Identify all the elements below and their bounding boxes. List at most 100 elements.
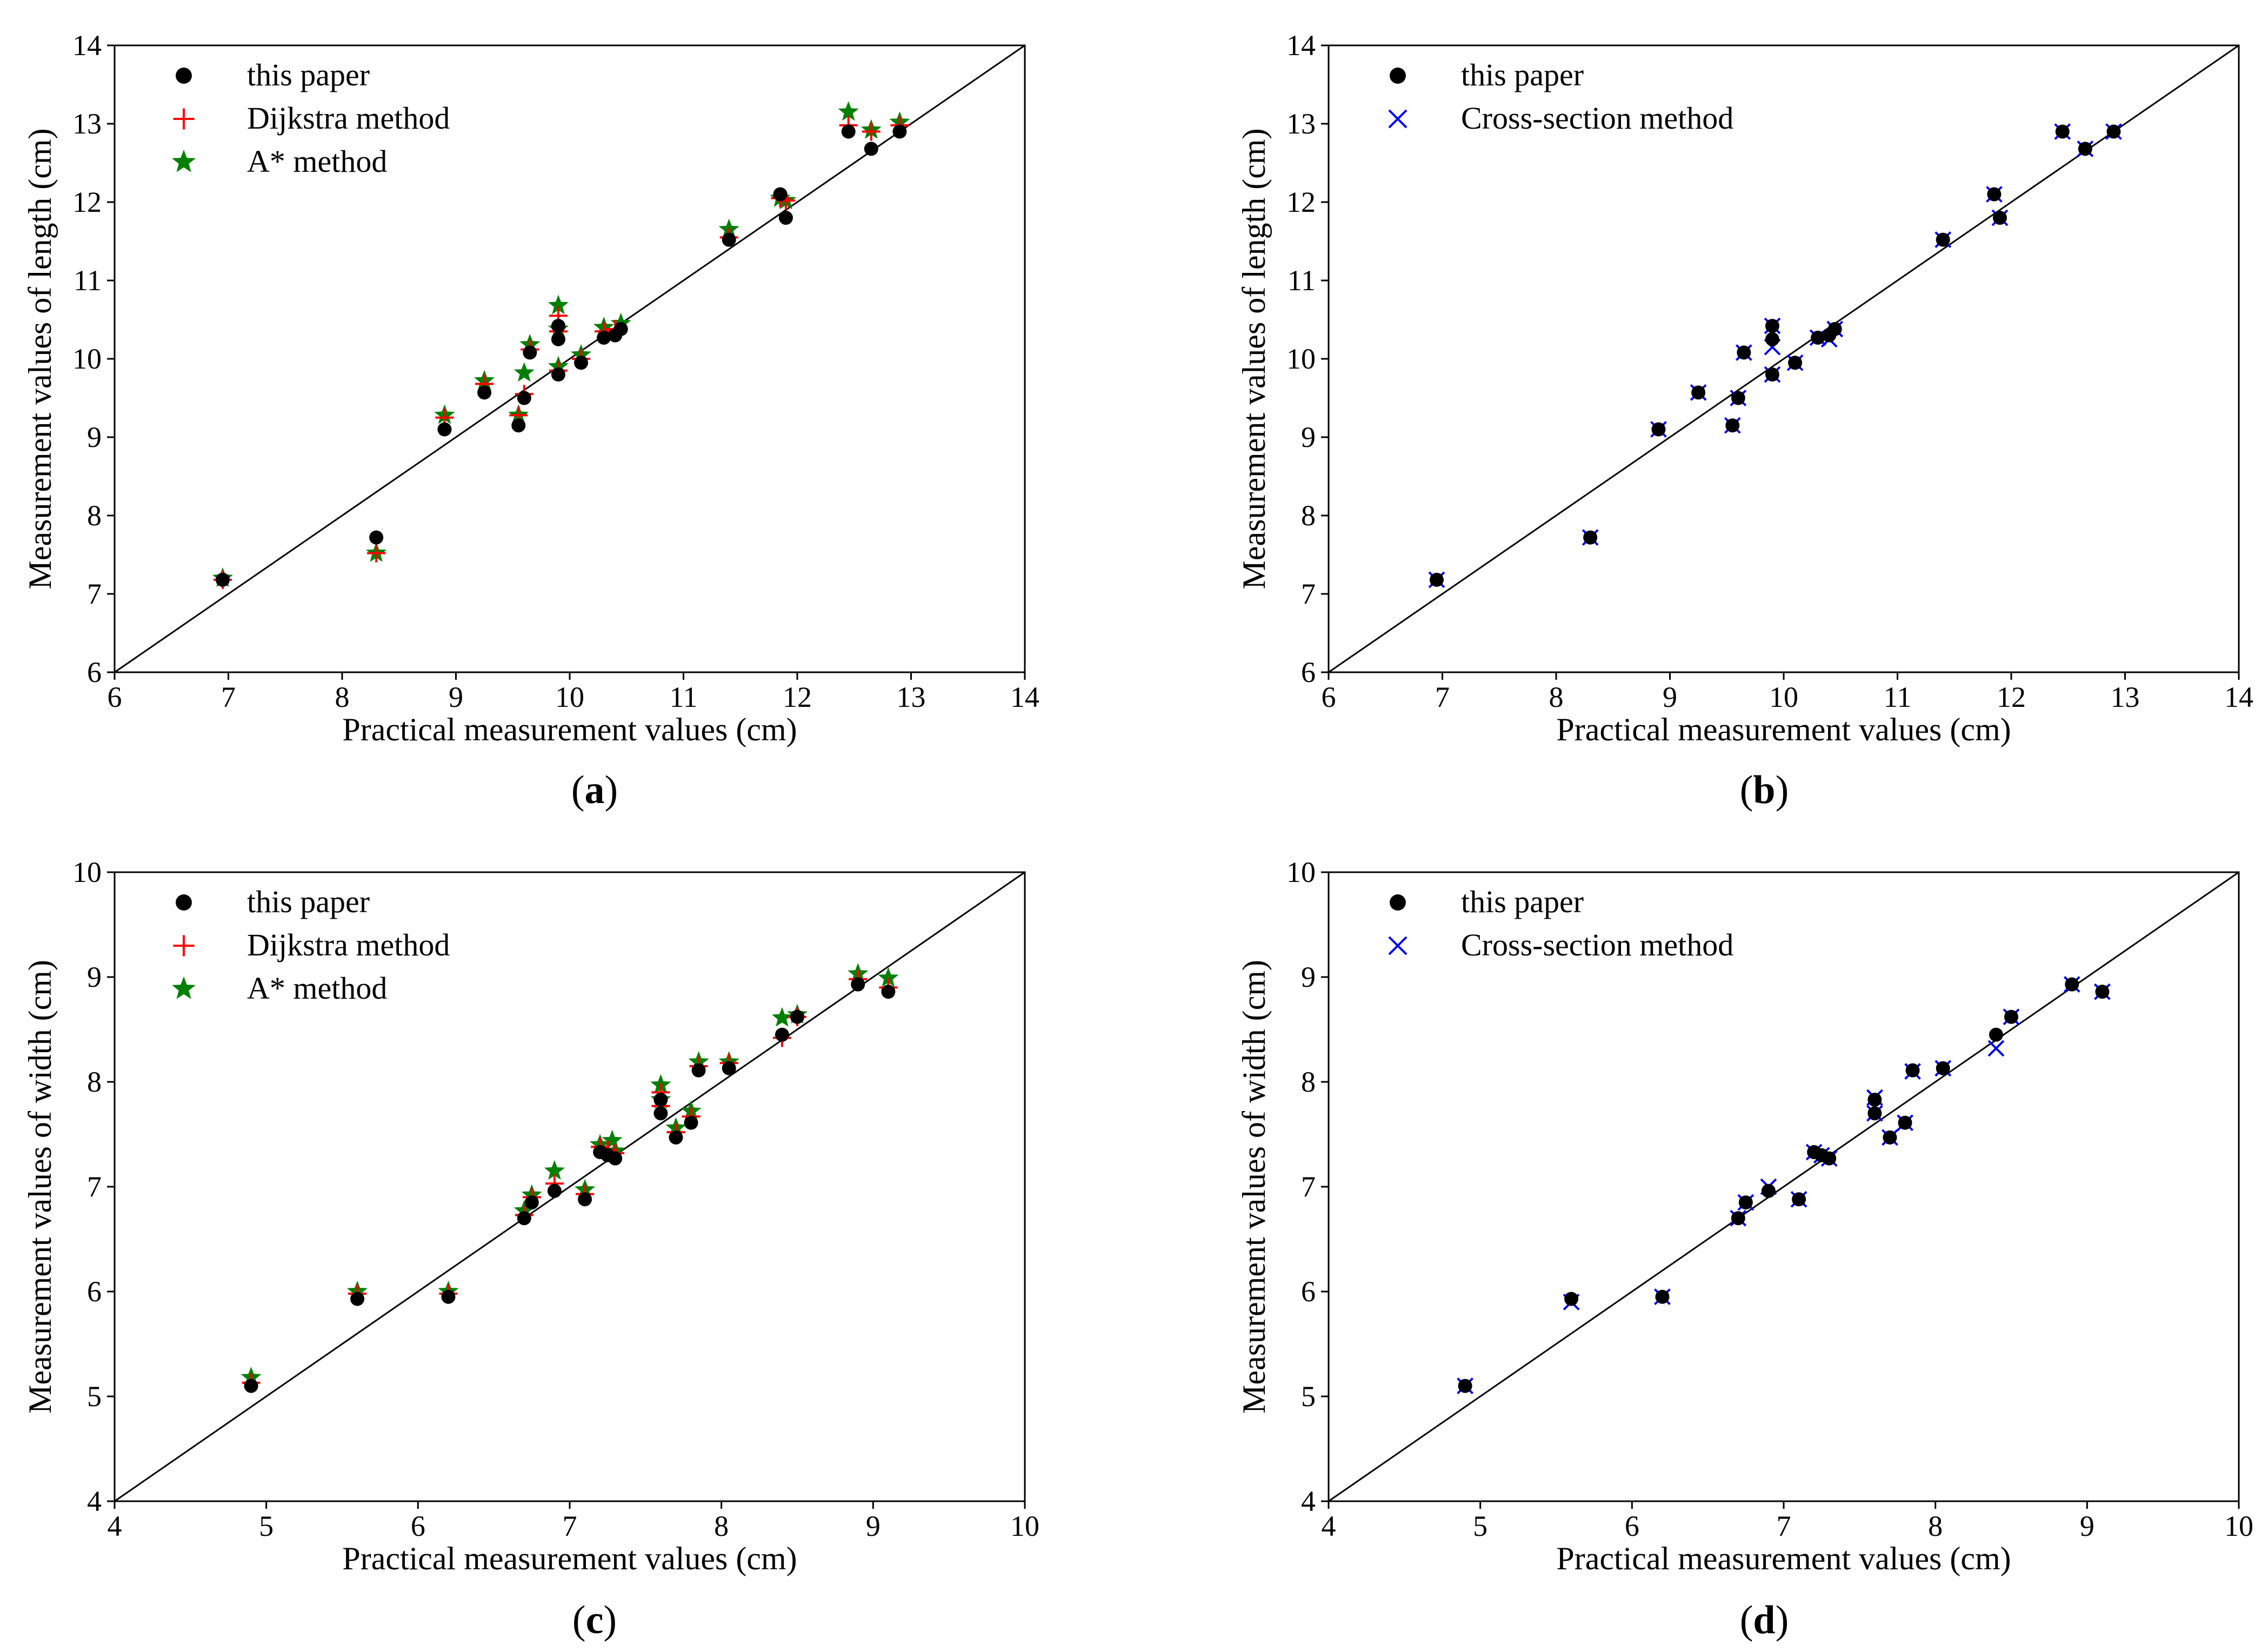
y-tick-label: 12 xyxy=(1286,186,1316,218)
legend-label: Dijkstra method xyxy=(247,927,450,962)
data-point xyxy=(2106,124,2121,139)
x-tick-label: 11 xyxy=(1884,681,1912,713)
x-tick-label: 6 xyxy=(1625,1510,1639,1542)
data-point xyxy=(653,1106,668,1121)
legend-label: this paper xyxy=(247,884,370,919)
data-point xyxy=(369,530,384,545)
x-tick-label: 10 xyxy=(555,681,584,713)
x-tick-label: 13 xyxy=(897,681,926,713)
data-point xyxy=(1738,1195,1753,1210)
data-point xyxy=(1725,418,1740,433)
legend-marker xyxy=(1388,109,1408,129)
data-point xyxy=(722,232,736,247)
x-tick-label: 7 xyxy=(563,1510,577,1542)
y-tick-label: 5 xyxy=(1301,1380,1316,1413)
data-point xyxy=(547,1183,562,1198)
series-this-paper xyxy=(1429,124,2121,587)
y-tick-label: 8 xyxy=(87,1066,102,1098)
chart-panel-d: 4 5 6 7 8 9 10 4 5 6 7 8 9 10 Practical measurement va… xyxy=(1236,856,2253,1642)
data-point xyxy=(691,1063,706,1078)
data-point xyxy=(1936,232,1950,247)
y-tick-label: 6 xyxy=(1301,1275,1316,1308)
y-tick-label: 11 xyxy=(74,264,102,297)
x-tick-label: 8 xyxy=(714,1510,729,1542)
data-point xyxy=(517,1211,531,1226)
y-tick-label: 10 xyxy=(1286,343,1316,375)
data-point xyxy=(544,1160,565,1180)
data-point xyxy=(775,1027,789,1042)
data-point xyxy=(1761,1183,1776,1198)
data-point xyxy=(244,1379,258,1393)
y-tick-label: 14 xyxy=(1286,29,1316,62)
legend: this paper Dijkstra method A* method xyxy=(172,57,450,179)
y-axis-label: Measurement values of length (cm) xyxy=(22,128,58,589)
data-point xyxy=(517,391,531,405)
data-point xyxy=(1811,330,1825,345)
data-point xyxy=(1765,367,1779,382)
data-point xyxy=(513,362,535,382)
data-point xyxy=(1731,1211,1745,1226)
panel-label: (b) xyxy=(1740,768,1789,812)
x-axis-label: Practical measurement values (cm) xyxy=(342,712,797,747)
data-point xyxy=(1765,319,1779,333)
data-point xyxy=(1731,391,1745,405)
x-tick-label: 13 xyxy=(2111,681,2140,713)
y-tick-label: 6 xyxy=(1301,656,1316,688)
y-tick-label: 9 xyxy=(87,421,102,453)
x-tick-label: 7 xyxy=(1435,681,1450,713)
x-tick-label: 9 xyxy=(449,681,463,713)
x-tick-label: 10 xyxy=(2224,1510,2253,1542)
x-tick-label: 7 xyxy=(221,681,236,713)
y-tick-label: 10 xyxy=(72,343,102,375)
x-tick-label: 10 xyxy=(1769,681,1798,713)
panel-label: (a) xyxy=(571,768,618,812)
x-axis-label: Practical measurement values (cm) xyxy=(1556,712,2011,747)
legend: this paper Cross-section method xyxy=(1388,57,1733,136)
legend-label: this paper xyxy=(1461,57,1584,92)
data-point xyxy=(684,1115,698,1130)
legend-marker xyxy=(1388,936,1408,955)
x-tick-label: 12 xyxy=(783,681,812,713)
legend: this paper Cross-section method xyxy=(1388,884,1733,962)
legend-label: Cross-section method xyxy=(1461,101,1733,136)
legend-marker xyxy=(173,108,195,130)
x-tick-label: 9 xyxy=(1663,681,1677,713)
y-tick-label: 7 xyxy=(1301,578,1316,610)
x-tick-label: 4 xyxy=(1322,1510,1336,1542)
data-point xyxy=(1867,1092,1882,1107)
data-point xyxy=(511,418,526,433)
chart-panel-a: 6 7 8 9 10 11 12 13 14 6 7 8 9 10 11 12 13 14 Practical me… xyxy=(22,29,1039,812)
data-point xyxy=(773,187,788,202)
legend-marker xyxy=(1390,68,1406,84)
data-point xyxy=(841,124,856,139)
x-tick-label: 14 xyxy=(2224,681,2253,713)
data-point xyxy=(1822,1151,1837,1166)
data-point xyxy=(548,295,569,315)
data-point xyxy=(477,385,492,400)
series-this-paper xyxy=(244,977,896,1393)
data-point xyxy=(669,1130,683,1145)
x-tick-label: 8 xyxy=(1549,681,1564,713)
data-point xyxy=(1989,1027,2003,1042)
x-tick-label: 11 xyxy=(670,681,698,713)
y-tick-label: 8 xyxy=(1301,499,1316,532)
legend-label: Dijkstra method xyxy=(247,101,450,136)
x-tick-label: 10 xyxy=(1010,1510,1039,1542)
data-point xyxy=(1898,1115,1912,1130)
x-tick-label: 7 xyxy=(1777,1510,1791,1542)
data-point xyxy=(1987,187,2002,202)
y-tick-label: 9 xyxy=(87,961,102,993)
data-point xyxy=(523,345,537,360)
y-axis-label: Measurement values of width (cm) xyxy=(1236,960,1272,1414)
legend-marker xyxy=(173,935,195,957)
data-point xyxy=(551,332,565,346)
data-point xyxy=(838,101,859,121)
legend-marker xyxy=(176,894,192,911)
data-point xyxy=(1788,356,1803,370)
data-point xyxy=(1458,1379,1472,1393)
data-point xyxy=(1992,211,2007,225)
data-point xyxy=(613,322,628,336)
data-point xyxy=(1564,1292,1579,1306)
data-point xyxy=(608,1151,623,1166)
